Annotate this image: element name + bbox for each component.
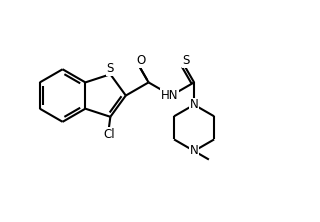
Text: N: N: [190, 145, 198, 157]
Text: S: S: [107, 62, 114, 75]
Text: S: S: [182, 54, 190, 67]
Text: O: O: [136, 54, 145, 67]
Text: HN: HN: [161, 89, 179, 102]
Text: N: N: [190, 98, 198, 111]
Text: Cl: Cl: [103, 128, 115, 141]
